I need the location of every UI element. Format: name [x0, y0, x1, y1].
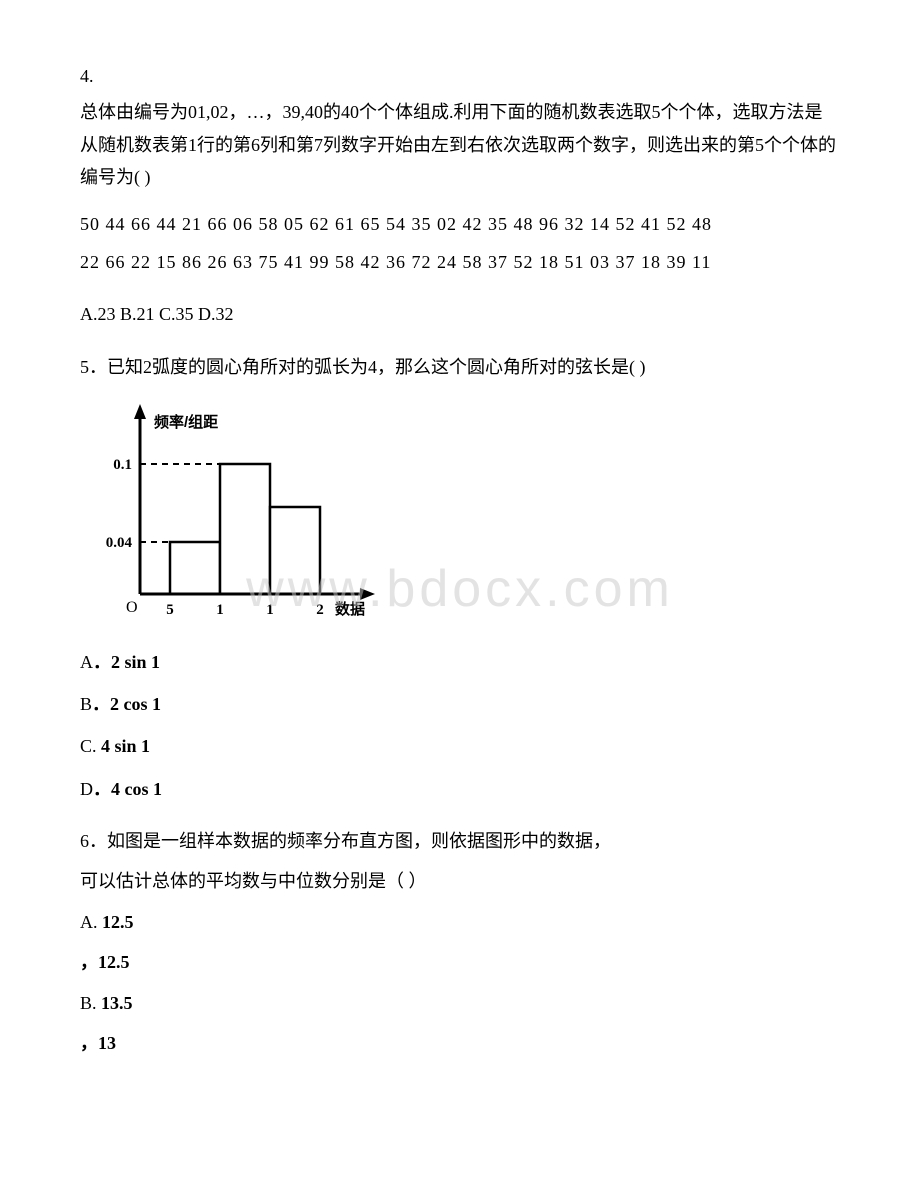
svg-text:数据: 数据: [335, 600, 365, 618]
q5-text: 5．已知2弧度的圆心角所对的弧长为4，那么这个圆心角所对的弦长是( ): [80, 351, 840, 383]
q4-text: 总体由编号为01,02，…，39,40的40个个体组成.利用下面的随机数表选取5…: [80, 96, 840, 193]
q5-option-b: B．2 cos 1: [80, 688, 840, 720]
q5-opt-c-value: 4 sin 1: [101, 736, 150, 756]
q5-opt-a-value: ．2 sin 1: [93, 652, 160, 672]
question-5: 5．已知2弧度的圆心角所对的弧长为4，那么这个圆心角所对的弦长是( ) 0.04…: [80, 351, 840, 805]
q4-number: 4.: [80, 60, 840, 92]
q6-a-val1: 12.5: [102, 912, 134, 932]
q6-a-val2: ，12.5: [80, 946, 840, 978]
q5-label-b: B: [80, 694, 92, 714]
q4-random-table: 50 44 66 44 21 66 06 58 05 62 61 65 54 3…: [80, 208, 840, 279]
q5-option-a: A．2 sin 1: [80, 646, 840, 678]
q6-label-a: A.: [80, 912, 98, 932]
q6-text2: 可以估计总体的平均数与中位数分别是（ ）: [80, 865, 840, 897]
q6-option-b: B. 13.5: [80, 987, 840, 1019]
q6-b-val1: 13.5: [101, 993, 133, 1013]
svg-text:频率/组距: 频率/组距: [154, 413, 218, 431]
svg-text:0.1: 0.1: [113, 457, 132, 473]
q5-label-d: D: [80, 779, 93, 799]
svg-text:1: 1: [216, 602, 224, 618]
svg-text:0.04: 0.04: [106, 535, 133, 551]
question-4: 4. 总体由编号为01,02，…，39,40的40个个体组成.利用下面的随机数表…: [80, 60, 840, 331]
svg-text:O: O: [126, 599, 138, 616]
q5-option-d: D．4 cos 1: [80, 773, 840, 805]
q5-opt-b-value: ．2 cos 1: [92, 694, 161, 714]
q4-choices: A.23 B.21 C.35 D.32: [80, 298, 840, 330]
svg-text:5: 5: [166, 602, 174, 618]
q4-row2: 22 66 22 15 86 26 63 75 41 99 58 42 36 7…: [80, 246, 840, 278]
q4-row1: 50 44 66 44 21 66 06 58 05 62 61 65 54 3…: [80, 208, 840, 240]
q6-b-val2: ，13: [80, 1027, 840, 1059]
q6-text1: 6．如图是一组样本数据的频率分布直方图，则依据图形中的数据，: [80, 825, 840, 857]
q5-option-c: C. 4 sin 1: [80, 730, 840, 762]
svg-text:2: 2: [316, 602, 324, 618]
question-6: 6．如图是一组样本数据的频率分布直方图，则依据图形中的数据， 可以估计总体的平均…: [80, 825, 840, 1059]
frequency-histogram: 0.04 0.1 频率/组距数据 O 5 1 1 2: [100, 399, 840, 629]
q5-label-c: C.: [80, 736, 97, 756]
q6-label-b: B.: [80, 993, 97, 1013]
q5-opt-d-value: ．4 cos 1: [93, 779, 162, 799]
svg-text:1: 1: [266, 602, 274, 618]
q5-label-a: A: [80, 652, 93, 672]
q6-option-a: A. 12.5: [80, 906, 840, 938]
